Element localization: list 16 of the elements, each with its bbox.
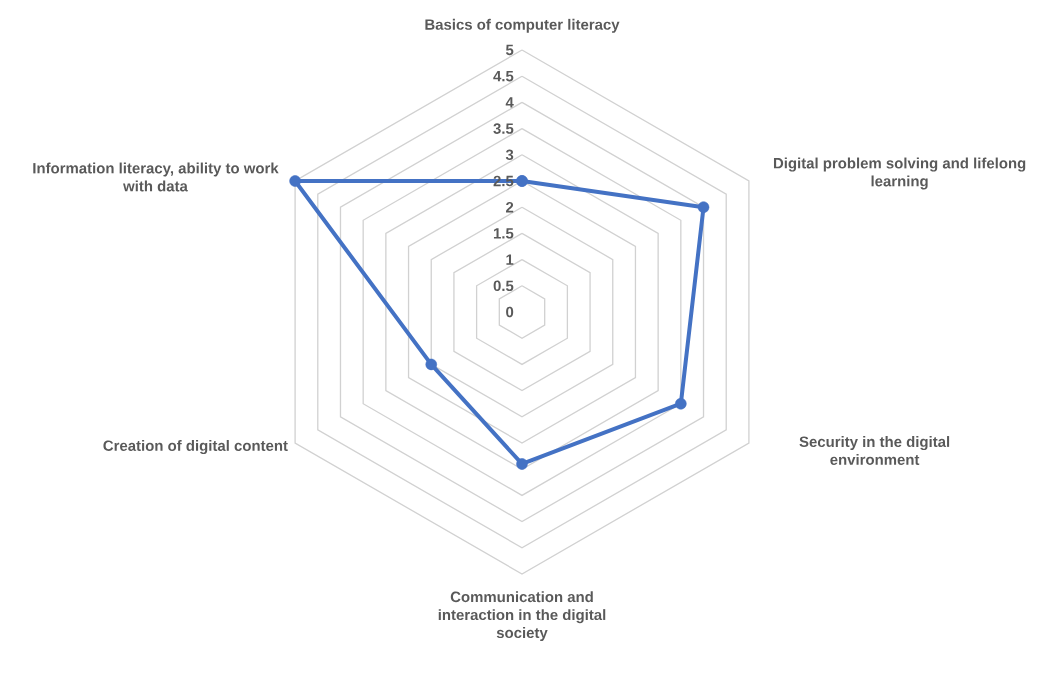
spoke-label: Creation of digital content (103, 440, 288, 454)
y-tick-label: 3.5 (493, 123, 514, 134)
y-tick-label: 0 (506, 306, 514, 318)
spoke-label: Security in the digital environment (799, 436, 950, 465)
y-tick-label: 0.5 (493, 280, 514, 292)
y-tick-label: 3 (505, 149, 514, 161)
y-tick-label: 4.5 (493, 70, 514, 82)
y-tick-label: 5 (505, 44, 514, 56)
spoke-label: Digital problem solving and lifelong learning (773, 157, 1026, 190)
y-tick-label: 2 (506, 201, 514, 213)
spoke-label: Information literacy, ability to work with data (33, 162, 279, 192)
y-tick-label: 1.5 (493, 228, 514, 239)
y-tick-label: 1 (506, 254, 514, 265)
y-tick-label: 4 (505, 97, 514, 108)
spoke-label: Communication and interaction in the digital society (438, 591, 606, 641)
spoke-label: Basics of computer literacy (425, 18, 620, 33)
